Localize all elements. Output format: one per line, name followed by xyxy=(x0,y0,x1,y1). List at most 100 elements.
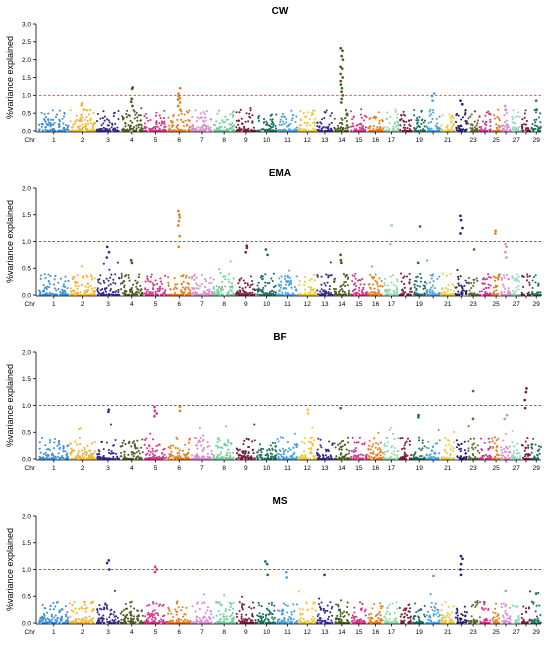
snp-point xyxy=(252,126,255,129)
snp-point xyxy=(525,119,528,123)
x-tick-label: 7 xyxy=(200,465,204,472)
snp-point xyxy=(219,271,222,274)
snp-point xyxy=(327,293,331,296)
snp-point xyxy=(118,277,121,280)
snp-point xyxy=(41,123,44,126)
snp-point xyxy=(72,449,75,452)
snp-point xyxy=(295,126,298,129)
snp-point xyxy=(69,290,72,293)
snp-point xyxy=(145,437,148,440)
snp-point xyxy=(535,118,538,121)
peak-point xyxy=(534,99,538,103)
snp-point xyxy=(122,439,125,442)
snp-point xyxy=(66,125,69,129)
snp-point xyxy=(405,120,408,123)
snp-point xyxy=(332,287,336,291)
snp-point xyxy=(452,293,455,296)
snp-point xyxy=(360,108,363,111)
snp-point xyxy=(512,454,515,457)
snp-point xyxy=(459,455,463,458)
snp-point xyxy=(406,275,409,278)
snp-point xyxy=(48,286,51,289)
x-tick-label: 11 xyxy=(284,465,291,472)
snp-point xyxy=(492,129,495,132)
snp-point xyxy=(303,450,306,453)
snp-point xyxy=(51,129,54,132)
snp-point xyxy=(313,274,316,277)
snp-point xyxy=(478,115,481,119)
snp-point xyxy=(150,127,153,130)
snp-point xyxy=(43,289,46,292)
snp-point xyxy=(516,115,519,118)
snp-point xyxy=(304,128,307,132)
snp-point xyxy=(192,291,195,295)
snp-point xyxy=(407,119,411,122)
snp-point xyxy=(83,448,86,451)
snp-point xyxy=(493,117,496,120)
snp-point xyxy=(235,447,238,450)
snp-point xyxy=(534,121,537,124)
snp-point xyxy=(42,283,45,287)
snp-point xyxy=(185,274,188,277)
snp-point xyxy=(256,284,259,287)
snp-point xyxy=(358,457,361,460)
snp-point xyxy=(147,449,150,452)
snp-point xyxy=(372,291,375,294)
snp-point xyxy=(270,293,273,297)
snp-point xyxy=(381,285,384,288)
snp-point xyxy=(216,112,219,115)
snp-point xyxy=(474,455,477,459)
snp-point xyxy=(74,292,77,295)
snp-point xyxy=(397,121,400,124)
snp-point xyxy=(200,444,203,447)
snp-point xyxy=(513,450,516,453)
snp-point xyxy=(299,127,303,130)
snp-point xyxy=(504,125,507,128)
snp-point xyxy=(48,439,52,442)
snp-point xyxy=(136,281,139,284)
snp-point xyxy=(180,282,183,285)
snp-point xyxy=(508,277,511,280)
snp-point xyxy=(436,277,439,280)
snp-point xyxy=(54,619,57,622)
snp-point xyxy=(201,273,204,277)
snp-point xyxy=(81,127,84,130)
snp-point xyxy=(374,273,377,276)
snp-point xyxy=(464,109,467,112)
snp-point xyxy=(249,109,252,112)
x-tick-label: 10 xyxy=(263,137,271,144)
snp-point xyxy=(194,293,197,296)
snp-point xyxy=(324,290,327,293)
snp-point xyxy=(174,456,177,459)
snp-point xyxy=(351,118,354,121)
snp-point xyxy=(105,441,108,444)
x-tick-label: 14 xyxy=(338,465,346,472)
snp-point xyxy=(262,121,265,124)
snp-point xyxy=(386,126,389,129)
snp-point xyxy=(298,280,301,283)
snp-point xyxy=(523,112,526,115)
snp-point xyxy=(464,112,467,115)
snp-point xyxy=(372,129,375,133)
snp-point xyxy=(151,282,154,285)
snp-point xyxy=(418,125,421,128)
snp-point xyxy=(105,287,108,290)
snp-point xyxy=(508,445,511,448)
snp-point xyxy=(261,457,264,460)
snp-point xyxy=(480,437,483,440)
snp-point xyxy=(59,457,62,460)
snp-point xyxy=(176,283,179,286)
snp-point xyxy=(144,280,147,283)
snp-point xyxy=(264,129,267,132)
x-tick-label: 6 xyxy=(177,301,181,308)
y-axis-label: %variance explained xyxy=(5,364,15,447)
snp-point xyxy=(242,279,245,282)
snp-point xyxy=(127,124,130,127)
snp-point xyxy=(43,113,46,116)
snp-point xyxy=(139,284,142,287)
snp-point xyxy=(361,292,364,295)
snp-point xyxy=(95,129,98,132)
snp-point xyxy=(525,279,528,282)
snp-point xyxy=(425,453,428,456)
snp-point xyxy=(193,273,196,276)
